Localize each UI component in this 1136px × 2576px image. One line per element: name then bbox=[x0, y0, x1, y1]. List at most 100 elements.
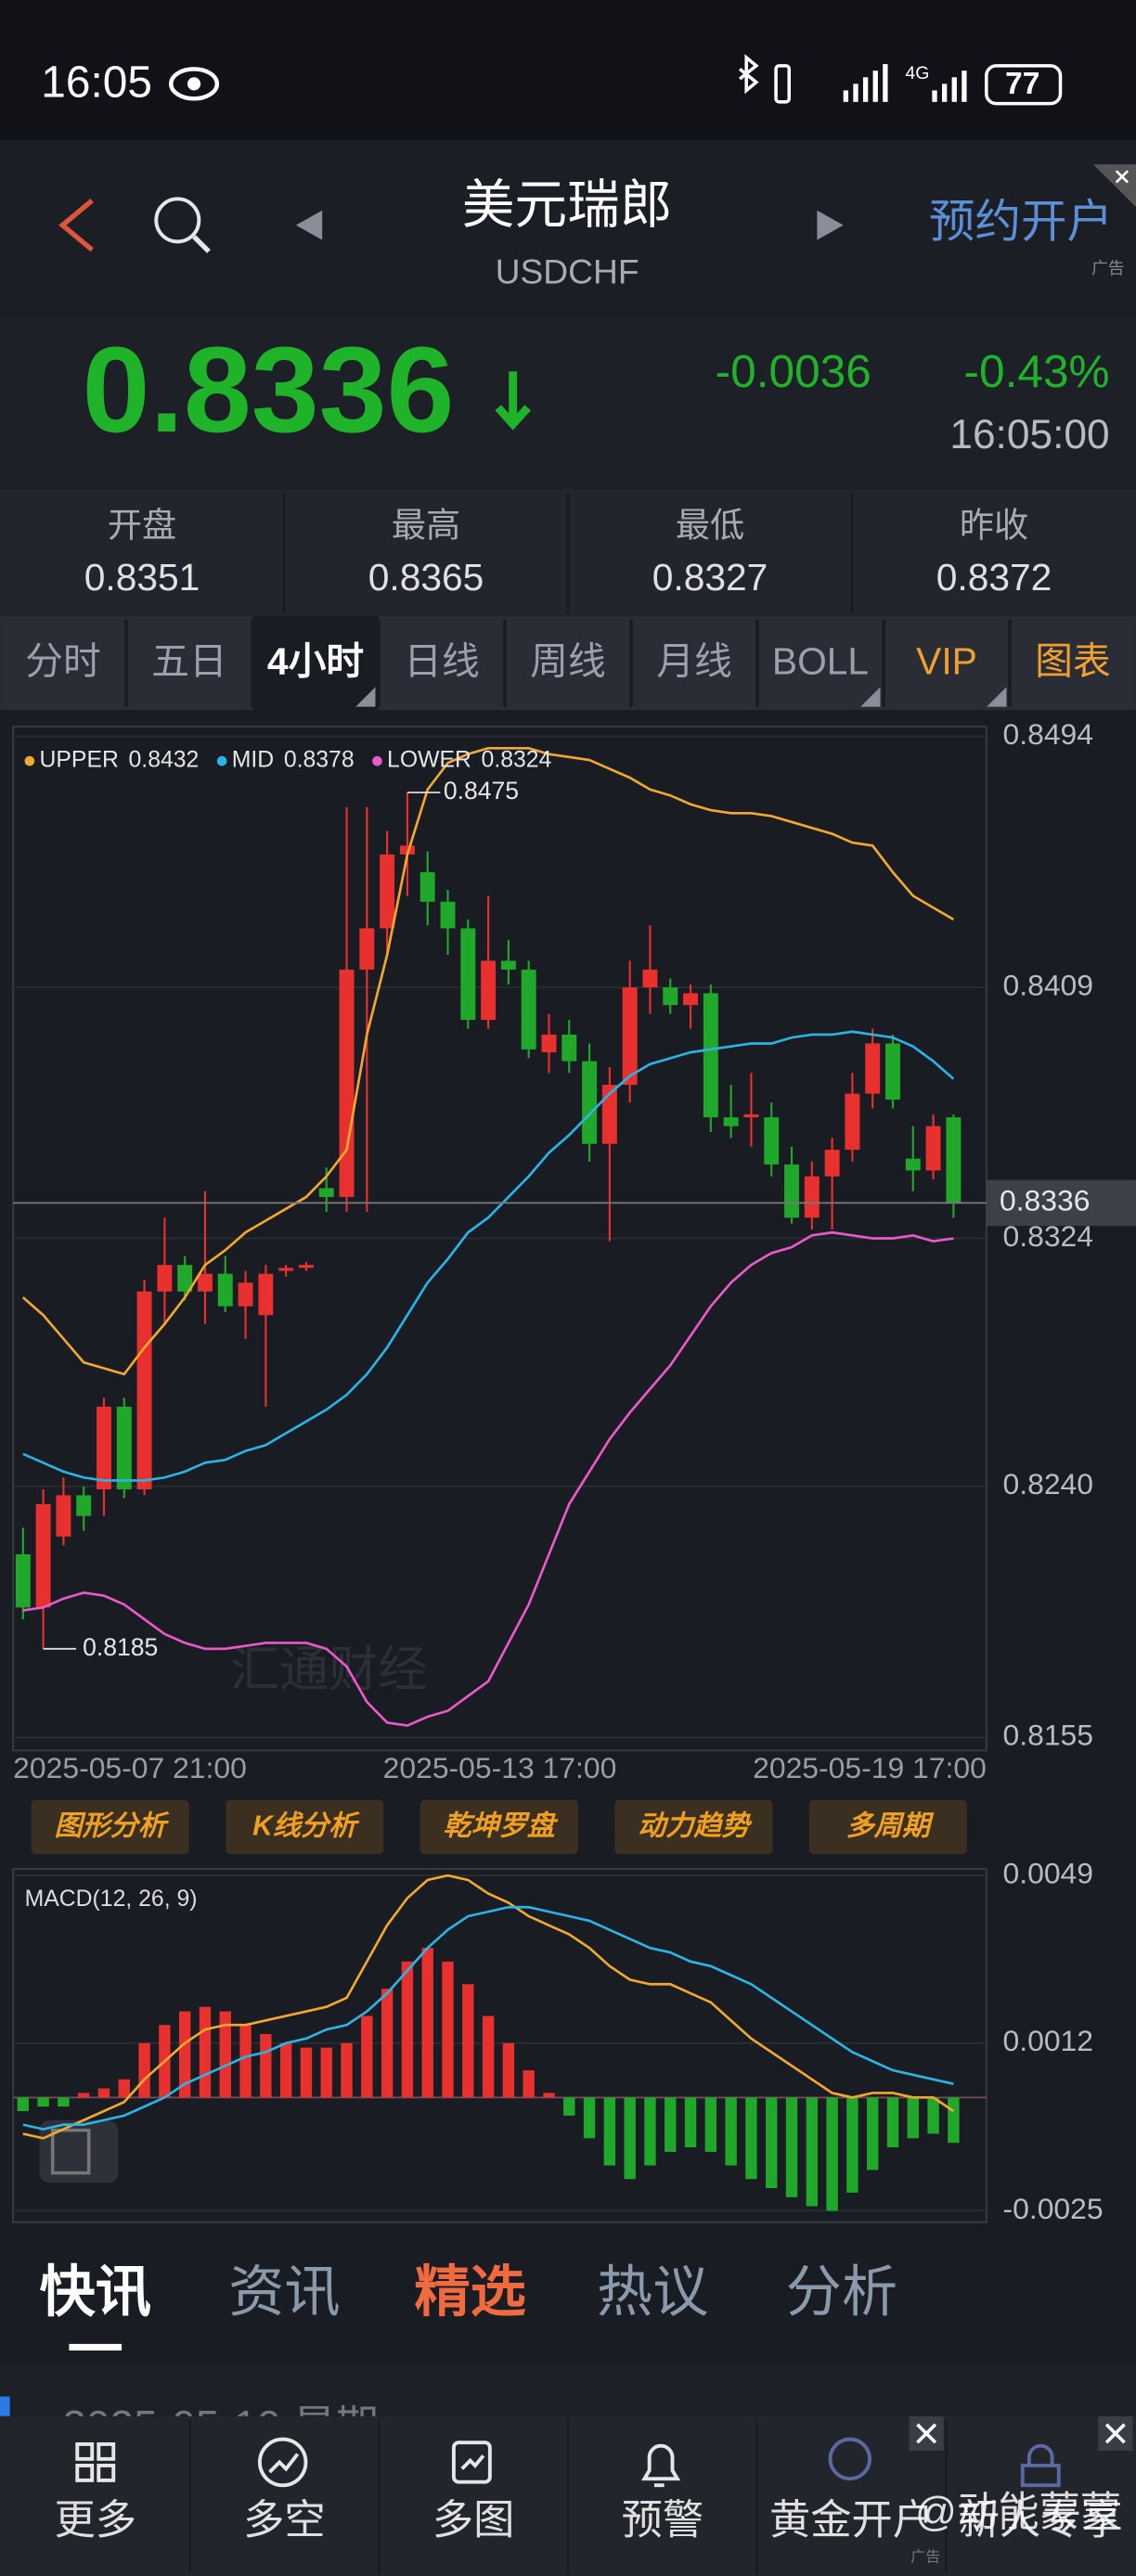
macd-bar bbox=[603, 2097, 616, 2166]
news-tab[interactable]: 快讯 bbox=[40, 2260, 151, 2323]
y-tick-label: 0.8240 bbox=[1003, 1467, 1094, 1501]
indicator-line bbox=[22, 1030, 955, 1482]
header bbox=[0, 139, 1136, 313]
tool-label[interactable]: 图形分析 bbox=[54, 1811, 169, 1842]
stat-label: 开盘 bbox=[108, 505, 176, 544]
candle-body bbox=[824, 1150, 840, 1177]
candle-body bbox=[723, 1117, 739, 1127]
tool-label[interactable]: 多周期 bbox=[846, 1811, 935, 1842]
nav-label[interactable]: 新人专享 bbox=[959, 2498, 1123, 2544]
news-tab[interactable]: 精选 bbox=[414, 2260, 525, 2323]
next-symbol[interactable] bbox=[817, 210, 844, 240]
macd-bar bbox=[37, 2097, 49, 2107]
macd-bar bbox=[381, 1989, 394, 2098]
period-tab[interactable]: VIP bbox=[916, 639, 977, 682]
ad-close[interactable] bbox=[1092, 164, 1136, 208]
candle-body bbox=[865, 1043, 881, 1094]
macd-bar bbox=[300, 2047, 313, 2098]
search-button[interactable] bbox=[154, 197, 211, 253]
tool-button[interactable] bbox=[614, 1799, 773, 1855]
macd-bar bbox=[97, 2088, 110, 2098]
candle-body bbox=[157, 1265, 173, 1292]
candle-body bbox=[885, 1043, 900, 1100]
legend-dot bbox=[216, 755, 227, 766]
macd-bar bbox=[745, 2097, 757, 2180]
stat-value: 0.8372 bbox=[936, 556, 1052, 599]
macd-bar bbox=[502, 2042, 515, 2098]
tool-label[interactable]: 动力趋势 bbox=[638, 1811, 753, 1842]
candle-body bbox=[136, 1291, 152, 1489]
macd-bar bbox=[766, 2097, 778, 2188]
macd-bar bbox=[482, 2016, 495, 2098]
period-tab[interactable]: 周线 bbox=[530, 639, 605, 682]
nav-label[interactable]: 预警 bbox=[622, 2498, 704, 2544]
nav-icons bbox=[75, 2437, 1061, 2488]
macd-bar bbox=[178, 2011, 191, 2098]
period-tab[interactable]: 图表 bbox=[1035, 639, 1110, 682]
candle-body bbox=[440, 901, 456, 929]
period-tab[interactable]: 五日 bbox=[151, 639, 226, 682]
screenshot-button[interactable] bbox=[39, 2119, 119, 2183]
legend-name: MID bbox=[232, 748, 274, 773]
nav-label[interactable]: 黄金开户 bbox=[769, 2498, 934, 2544]
candle-body bbox=[35, 1503, 51, 1608]
nav-label[interactable]: 多空 bbox=[243, 2498, 326, 2544]
active-tab-indicator bbox=[69, 2343, 123, 2351]
candle-body bbox=[258, 1273, 274, 1316]
open-account[interactable]: 预约开户 bbox=[929, 196, 1113, 248]
eye-icon bbox=[169, 67, 220, 101]
nav-label[interactable]: 多图 bbox=[432, 2498, 515, 2544]
battery-level: 77 bbox=[1005, 67, 1039, 101]
macd-bar bbox=[644, 2097, 656, 2166]
ad-close[interactable] bbox=[909, 2415, 944, 2452]
stat-label: 最低 bbox=[676, 505, 744, 544]
legend-value: 0.8432 bbox=[129, 748, 200, 773]
tool-button[interactable] bbox=[420, 1799, 578, 1855]
prev-symbol[interactable] bbox=[295, 210, 323, 240]
credit-watermark: @动能蒙蒙 bbox=[915, 2490, 1121, 2535]
news-tab[interactable]: 热议 bbox=[597, 2260, 708, 2323]
candle-body bbox=[298, 1265, 314, 1269]
ad-close[interactable] bbox=[1098, 2415, 1133, 2452]
news-tab[interactable]: 分析 bbox=[786, 2260, 897, 2323]
candle-body bbox=[278, 1268, 294, 1271]
down-arrow bbox=[495, 371, 531, 431]
candle-body bbox=[764, 1117, 780, 1165]
macd-bar bbox=[886, 2097, 899, 2148]
x-tick-label: 2025-05-19 17:00 bbox=[753, 1751, 987, 1784]
candle-body bbox=[500, 960, 516, 970]
stat-label: 最高 bbox=[392, 505, 460, 544]
x-tick-label: 2025-05-07 21:00 bbox=[13, 1751, 247, 1784]
tool-button[interactable] bbox=[31, 1799, 189, 1855]
news-tab[interactable]: 资讯 bbox=[228, 2260, 340, 2323]
macd-bar bbox=[260, 2033, 272, 2098]
network-label: 4G bbox=[905, 63, 929, 84]
period-tabs bbox=[0, 616, 1136, 711]
period-tab[interactable]: 月线 bbox=[656, 639, 731, 682]
tool-button[interactable] bbox=[226, 1799, 384, 1855]
tool-label[interactable]: 乾坤罗盘 bbox=[444, 1810, 559, 1842]
y-tick-label: 0.8155 bbox=[1003, 1719, 1094, 1752]
tool-label[interactable]: K线分析 bbox=[252, 1811, 360, 1842]
candle-body bbox=[339, 969, 355, 1197]
macd-bar bbox=[341, 2042, 353, 2098]
macd-bar bbox=[462, 1984, 474, 2098]
last-price-value: 0.8336 bbox=[1000, 1184, 1091, 1217]
last-price-tag bbox=[986, 1179, 1136, 1227]
period-tab[interactable]: 日线 bbox=[404, 639, 479, 682]
period-tab[interactable]: 分时 bbox=[25, 639, 100, 682]
candle-body bbox=[784, 1164, 799, 1218]
back-button[interactable] bbox=[58, 199, 94, 252]
tool-button[interactable] bbox=[808, 1799, 967, 1855]
candle-body bbox=[97, 1406, 111, 1489]
stat-label: 昨收 bbox=[960, 505, 1028, 544]
candle-body bbox=[359, 928, 375, 970]
legend-name: UPPER bbox=[40, 748, 119, 773]
legend-dot bbox=[372, 755, 382, 766]
quote-time: 16:05:00 bbox=[949, 412, 1109, 457]
period-tab[interactable]: 4小时 bbox=[267, 639, 364, 682]
symbol-title: 美元瑞郎 bbox=[462, 176, 673, 235]
period-tab[interactable]: BOLL bbox=[772, 639, 869, 682]
nav-label[interactable]: 更多 bbox=[54, 2498, 136, 2544]
